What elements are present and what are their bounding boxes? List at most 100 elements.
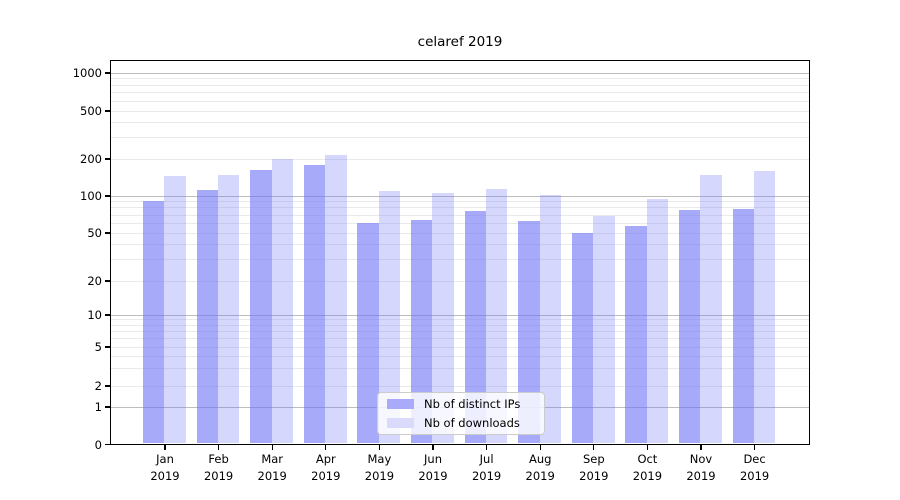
x-tick-mark <box>700 445 702 450</box>
x-tick-mark <box>646 445 649 450</box>
x-tick-mark <box>539 445 541 450</box>
legend-item-distinct-ips: Nb of distinct IPs <box>384 396 538 412</box>
bars-layer <box>111 61 809 444</box>
gridline-minor <box>111 222 809 224</box>
bar-jan-distinct-ips <box>143 201 165 443</box>
gridline-minor <box>111 92 809 94</box>
y-tick-mark <box>105 195 110 197</box>
legend-swatch-downloads <box>387 418 414 428</box>
y-tick-label: 10 <box>87 308 102 323</box>
chart-title: celaref 2019 <box>417 34 503 50</box>
gridline-minor <box>111 319 809 321</box>
x-tick-mark <box>271 445 273 450</box>
bar-oct-downloads <box>646 199 669 443</box>
y-tick-label: 100 <box>80 189 102 204</box>
bar-oct-distinct-ips <box>625 225 647 443</box>
x-tick-label-aug: Aug 2019 <box>525 452 555 483</box>
y-tick-label: 0 <box>94 437 102 452</box>
bar-mar-distinct-ips <box>250 170 272 443</box>
gridline-minor <box>111 355 809 357</box>
legend-label-distinct-ips: Nb of distinct IPs <box>424 397 521 411</box>
y-tick-label: 50 <box>87 226 102 241</box>
y-tick-label: 1 <box>94 400 102 415</box>
bar-apr-distinct-ips <box>303 165 326 443</box>
gridline-minor <box>111 346 809 348</box>
gridline-minor <box>111 244 809 246</box>
bar-mar-downloads <box>271 159 293 443</box>
y-tick-mark <box>105 232 110 234</box>
y-tick-mark <box>105 406 110 408</box>
y-tick-label: 2 <box>94 379 102 394</box>
gridline-minor <box>111 324 809 326</box>
bar-aug-downloads <box>539 194 561 443</box>
x-tick-label-may: May 2019 <box>364 452 395 483</box>
bar-jun-downloads <box>432 193 454 443</box>
y-tick-mark <box>105 385 110 387</box>
x-tick-mark <box>593 445 595 450</box>
x-tick-label-apr: Apr 2019 <box>311 452 341 483</box>
plot-area <box>110 60 810 445</box>
gridline-minor <box>111 158 809 160</box>
x-tick-label-oct: Oct 2019 <box>632 452 663 483</box>
gridline-minor <box>111 201 809 203</box>
gridline-minor <box>111 368 809 370</box>
x-tick-label-sep: Sep 2019 <box>579 452 609 483</box>
gridline-layer <box>111 61 809 444</box>
y-tick-mark <box>105 110 110 112</box>
bar-sep-downloads <box>593 216 615 443</box>
gridline-minor <box>111 232 809 234</box>
gridline-major <box>111 195 809 197</box>
x-tick-label-jul: Jul 2019 <box>471 452 502 483</box>
gridline-minor <box>111 78 809 80</box>
gridline-minor <box>111 338 809 340</box>
y-tick-mark <box>105 72 110 74</box>
y-tick-label: 200 <box>80 152 102 167</box>
bar-may-downloads <box>378 191 401 443</box>
legend-label-downloads: Nb of downloads <box>424 416 520 430</box>
x-tick-mark <box>485 445 488 450</box>
x-tick-mark <box>164 445 166 450</box>
gridline-major <box>111 72 809 74</box>
x-tick-mark <box>217 445 220 450</box>
gridline-minor <box>111 280 809 282</box>
x-tick-mark <box>378 445 381 450</box>
gridline-minor <box>111 84 809 86</box>
x-tick-label-nov: Nov 2019 <box>686 452 716 483</box>
x-tick-mark <box>325 445 327 450</box>
bar-aug-distinct-ips <box>518 221 540 443</box>
y-tick-mark <box>105 346 110 348</box>
y-tick-label: 1000 <box>72 66 102 81</box>
x-tick-label-dec: Dec 2019 <box>739 452 770 483</box>
y-tick-mark <box>105 314 110 316</box>
x-tick-label-mar: Mar 2019 <box>257 452 287 483</box>
x-tick-mark <box>432 445 434 450</box>
legend: Nb of distinct IPs Nb of downloads <box>377 392 545 435</box>
bar-dec-downloads <box>754 171 776 443</box>
bar-may-distinct-ips <box>357 222 379 443</box>
bar-nov-distinct-ips <box>679 210 701 443</box>
gridline-minor <box>111 110 809 112</box>
x-tick-label-jan: Jan 2019 <box>150 452 180 483</box>
y-tick-label: 20 <box>87 274 102 289</box>
bar-jun-distinct-ips <box>411 220 433 443</box>
gridline-minor <box>111 122 809 124</box>
gridline-minor <box>111 100 809 102</box>
y-tick-label: 500 <box>80 104 102 119</box>
gridline-minor <box>111 259 809 261</box>
bar-feb-downloads <box>218 174 240 443</box>
y-tick-label: 5 <box>94 340 102 355</box>
gridline-minor <box>111 385 809 387</box>
bar-nov-downloads <box>700 174 722 443</box>
y-tick-mark <box>105 158 110 160</box>
y-tick-mark <box>105 280 110 282</box>
bar-sep-distinct-ips <box>571 232 594 443</box>
legend-swatch-distinct-ips <box>387 399 414 409</box>
x-tick-mark <box>753 445 756 450</box>
bar-jul-distinct-ips <box>464 210 486 443</box>
gridline-minor <box>111 214 809 216</box>
bar-jan-downloads <box>164 176 186 443</box>
y-tick-mark <box>105 443 110 446</box>
legend-item-downloads: Nb of downloads <box>384 415 538 431</box>
bar-apr-downloads <box>325 155 347 443</box>
